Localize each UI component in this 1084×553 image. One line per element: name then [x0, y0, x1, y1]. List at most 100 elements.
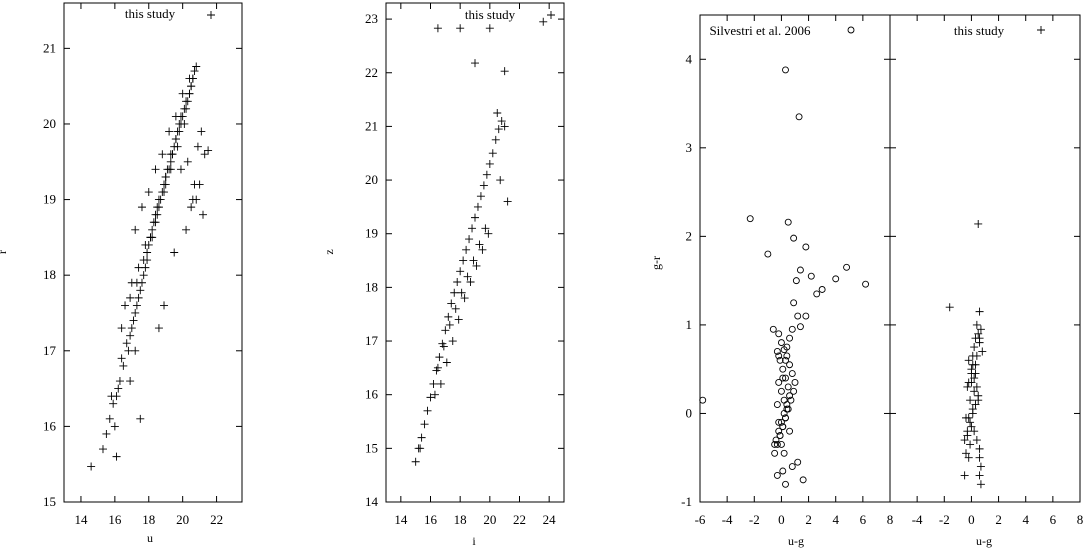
- panel-2-data-point: [500, 67, 509, 76]
- panel-2-data-point: [479, 181, 488, 190]
- panel-3-ytick-label: 3: [686, 140, 693, 155]
- panel-2-data-point: [435, 353, 444, 362]
- panel-2-ytick-label: 21: [365, 118, 378, 133]
- panel-1-data-point: [151, 165, 160, 174]
- panel-1-xtick-label: 22: [210, 512, 223, 527]
- panel-3-data-point: [790, 234, 798, 242]
- panel-3-ytick-label: 4: [686, 51, 693, 66]
- panel-1-data-point: [178, 112, 187, 121]
- panel-3-legend-marker: [847, 26, 855, 34]
- panel-3-data-point: [775, 330, 783, 338]
- panel-3-data-point: [788, 463, 796, 471]
- panel-3-data-point: [773, 471, 781, 479]
- panel-2-data-point: [459, 256, 468, 265]
- panel-1-data-point: [132, 301, 141, 310]
- panel-3-data-point: [795, 113, 803, 121]
- panel-3-data-point: [769, 325, 777, 333]
- panel-1-data-point: [87, 462, 96, 471]
- panel-3-data-point: [792, 277, 800, 285]
- panel-4-data-point: [975, 334, 984, 343]
- panel-4-data-point: [964, 378, 973, 387]
- panel-3-data-point: [777, 339, 785, 347]
- panel-1-data-point: [166, 157, 175, 166]
- panel-1-data-point: [166, 165, 175, 174]
- panel-3-data-point: [780, 346, 788, 354]
- panel-1-data-point: [126, 293, 135, 302]
- panel-1-data-point: [176, 165, 185, 174]
- panel-3-ytick-label: -1: [681, 494, 692, 509]
- panel-3-data-point: [782, 66, 789, 74]
- panel-2-data-point: [469, 256, 478, 265]
- panel-1-data-point: [110, 422, 119, 431]
- panel-3-data-point: [796, 266, 804, 274]
- panel-1-data-point: [144, 188, 153, 197]
- panel-4-data-point: [971, 400, 980, 409]
- panel-2-data-point: [503, 197, 512, 206]
- panel-3-data-point: [843, 263, 851, 271]
- panel-2-data-point: [485, 159, 494, 168]
- panel-3-data-point: [777, 440, 785, 448]
- panel-1-data-point: [185, 89, 194, 98]
- panel-3-data-point: [813, 290, 821, 298]
- panel-1-data-point: [119, 361, 128, 370]
- panel-1-y-axis-label: r: [0, 250, 9, 254]
- panel-2-data-point: [447, 299, 456, 308]
- panel-1-data-point: [187, 203, 196, 212]
- panel-1-ytick-label: 18: [43, 267, 56, 282]
- panel-1-data-point: [131, 308, 140, 317]
- panel-1-legend-marker: [207, 11, 215, 19]
- panel-3-ytick-label: 1: [686, 317, 693, 332]
- panel-2-data-point: [488, 149, 497, 158]
- panel-3-data-point: [782, 414, 789, 422]
- panel-2-data-point: [423, 406, 432, 415]
- panel-3-data-point: [818, 286, 826, 293]
- panel-3-data-point: [780, 396, 788, 404]
- panel-3-xtick-label: 4: [832, 512, 839, 527]
- panel-1-data-point: [175, 127, 184, 136]
- panel-1-data-point: [117, 354, 126, 363]
- panel-1-xtick-label: 18: [142, 512, 155, 527]
- panel-2-data-point: [456, 24, 465, 33]
- panel-2-data-point: [426, 393, 435, 402]
- panel-2-data-point: [476, 192, 485, 201]
- panel-3-data-point: [802, 243, 810, 251]
- panel-1-data-point: [134, 293, 143, 302]
- panel-2-data-point: [485, 24, 494, 33]
- panel-2-data-point: [491, 135, 500, 144]
- panel-4-data-point: [964, 453, 973, 462]
- panel-2-xtick-label: 16: [424, 512, 438, 527]
- panel-2-data-point: [457, 288, 466, 297]
- panel-1-data-point: [121, 301, 130, 310]
- panel-3-data-point: [775, 427, 783, 435]
- panel-1-data-point: [154, 195, 163, 204]
- panel-4-data-point: [968, 351, 977, 360]
- panel-4-data-point: [970, 387, 979, 396]
- panel-1-data-point: [127, 324, 136, 333]
- panel-1-data-point: [195, 180, 204, 189]
- panel-1-xtick-label: 14: [74, 512, 88, 527]
- panel-1-data-point: [139, 256, 148, 265]
- panel-2-data-point: [416, 444, 425, 453]
- panel-2-xtick-label: 14: [394, 512, 408, 527]
- panel-1-ytick-label: 15: [43, 494, 56, 509]
- panel-1-data-point: [171, 112, 180, 121]
- panel-3-data-point: [699, 396, 707, 404]
- panel-1-data-point: [126, 331, 135, 340]
- panel-3-xtick-label: -4: [722, 512, 733, 527]
- panel-4-data-point: [975, 444, 984, 453]
- panel-2-legend-label: this study: [465, 7, 516, 22]
- panel-1-data-point: [115, 377, 124, 386]
- panel-2-data-point: [468, 224, 477, 233]
- panel-2-data-point: [450, 288, 459, 297]
- panel-1-data-point: [117, 324, 126, 333]
- panel-2-data-point: [478, 245, 487, 254]
- panel-4-data-point: [971, 360, 980, 369]
- panel-3-data-point: [782, 480, 789, 488]
- panel-2-ytick-label: 16: [365, 387, 379, 402]
- panel-1-data-point: [185, 74, 194, 83]
- panel-2-data-point: [411, 457, 420, 466]
- panel-2-xtick-label: 18: [454, 512, 467, 527]
- panel-1-data-point: [160, 188, 169, 197]
- panel-2-data-point: [445, 320, 454, 329]
- panel-2-data-point: [456, 267, 465, 276]
